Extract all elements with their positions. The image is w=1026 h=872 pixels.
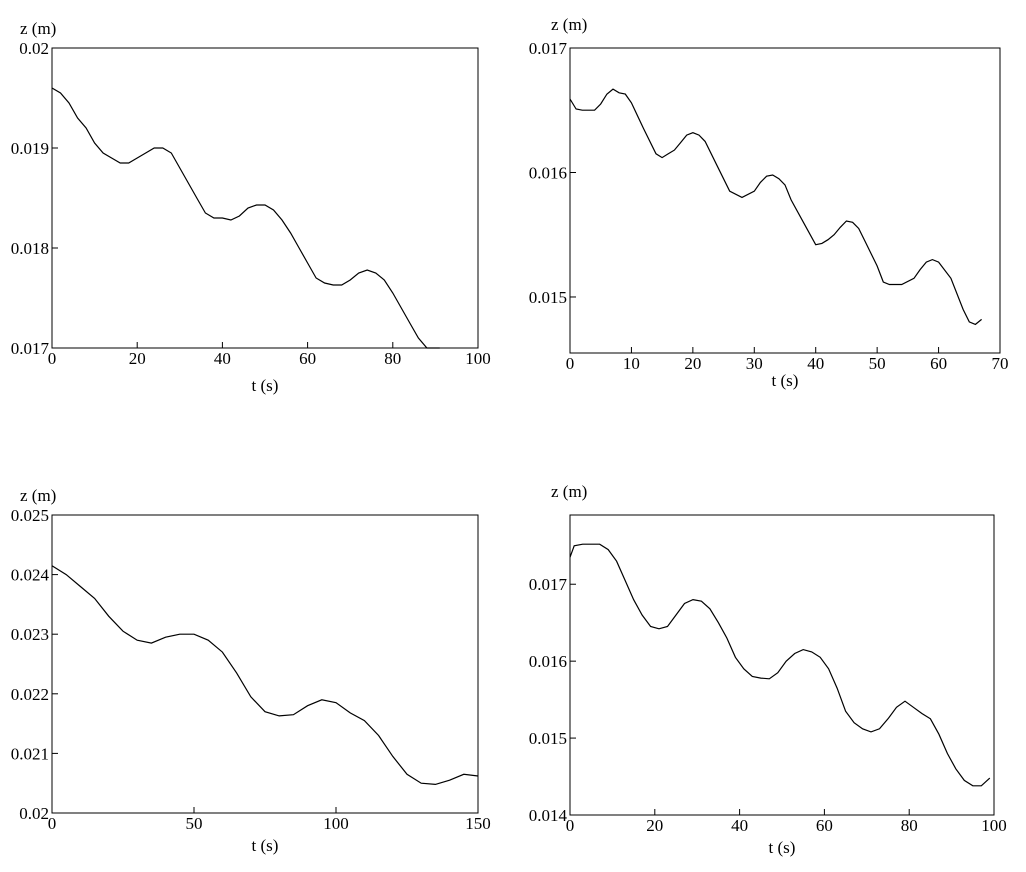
chart-panel-1: z (m) t (s) 0 20 40 60 80 1000.0170.0180.0190… [11,19,491,395]
x-tick-label: 0 [48,814,57,833]
tick-layer: 0 50 100 150 0.02 0.021 0.022 0.023 0.024 0.025 [11,506,491,833]
chart-panel-4: z (m) t (s) 0 20 40 60 80 1000.0140.0150.0160… [529,482,1007,857]
y-tick-label: 0.022 [11,685,49,704]
x-tick-label: 50 [869,354,886,373]
y-tick-label: 0.021 [11,744,49,763]
x-tick-label: 60 [299,349,316,368]
x-tick-label: 0 [566,816,575,835]
y-tick-label: 0.017 [529,39,568,58]
y-tick-label: 0.017 [11,339,50,358]
series-line [569,88,982,326]
y-tick-label: 0.02 [19,804,49,823]
x-tick-label: 60 [930,354,947,373]
plot-frame [51,47,479,349]
x-tick-label: 0 [48,349,57,368]
x-tick-label: 50 [186,814,203,833]
series-line [51,565,479,786]
x-axis-label: t (s) [772,371,799,390]
y-tick-label: 0.015 [529,288,567,307]
x-tick-label: 100 [465,349,491,368]
y-tick-label: 0.023 [11,625,49,644]
tick-layer: 0 20 40 60 80 100 0.014 0.015 0.016 0.017 [529,575,1007,835]
y-axis-label: z (m) [20,19,56,38]
y-axis-label: z (m) [20,486,56,505]
tick-layer: 0 10 20 30 40 50 60 70 0.015 0.016 0.017 [529,39,1009,373]
series-line [51,87,440,349]
x-tick-label: 40 [731,816,748,835]
x-tick-label: 40 [214,349,231,368]
plot-frame [51,514,479,814]
y-tick-label: 0.014 [529,806,568,825]
y-axis-label: z (m) [551,15,587,34]
x-tick-label: 10 [623,354,640,373]
x-tick-label: 150 [465,814,491,833]
x-tick-label: 100 [323,814,349,833]
y-tick-label: 0.016 [529,652,567,671]
y-tick-label: 0.025 [11,506,49,525]
x-axis-label: t (s) [252,376,279,395]
x-tick-label: 80 [901,816,918,835]
y-tick-label: 0.019 [11,139,49,158]
x-axis-label: t (s) [769,838,796,857]
y-tick-label: 0.024 [11,566,50,585]
chart-panel-3: z (m) t (s) 0 50 100 150 0.02 0.021 0.022 0.023… [11,486,491,855]
x-tick-label: 20 [684,354,701,373]
x-tick-label: 20 [646,816,663,835]
y-tick-label: 0.016 [529,163,567,182]
plot-frame [569,514,995,816]
x-tick-label: 30 [746,354,763,373]
series-line [569,543,991,787]
x-tick-label: 100 [981,816,1007,835]
x-axis-label: t (s) [252,836,279,855]
y-tick-label: 0.017 [529,575,568,594]
chart-panel-2: z (m) t (s) 0 10 20 30 40 50 60 70 0.015 0.016 0.0… [529,15,1009,390]
x-tick-label: 20 [129,349,146,368]
y-tick-label: 0.015 [529,729,567,748]
x-tick-label: 80 [384,349,401,368]
x-tick-label: 60 [816,816,833,835]
y-tick-label: 0.02 [19,39,49,58]
y-tick-label: 0.018 [11,239,49,258]
plot-frame [569,47,1001,354]
x-tick-label: 70 [992,354,1009,373]
x-tick-label: 40 [807,354,824,373]
y-axis-label: z (m) [551,482,587,501]
tick-layer: 0 20 40 60 80 100 0.017 0.018 0.019 0.02 [11,39,491,368]
x-tick-label: 0 [566,354,575,373]
